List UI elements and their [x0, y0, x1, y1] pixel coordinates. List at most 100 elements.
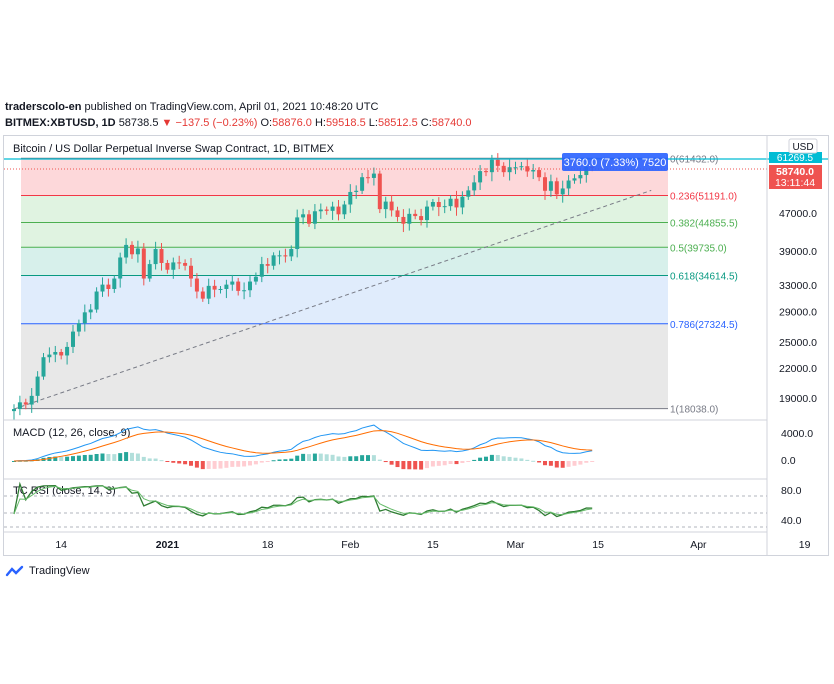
- candle-body: [389, 201, 394, 211]
- time-tick: 14: [55, 539, 67, 551]
- close-value: 58740.0: [431, 117, 472, 129]
- candle-body: [271, 255, 276, 266]
- macd-bar: [478, 457, 483, 461]
- macd-bar: [519, 458, 524, 461]
- candle-body: [112, 278, 117, 289]
- macd-bar: [236, 461, 241, 467]
- price-tick: 22000.0: [779, 363, 817, 375]
- macd-bar: [65, 456, 70, 461]
- candle-body: [183, 262, 188, 266]
- publish-line: traderscolo-en published on TradingView.…: [5, 101, 378, 113]
- candle-body: [12, 409, 16, 412]
- candle-body: [460, 196, 465, 208]
- macd-bar: [419, 461, 424, 470]
- candle-body: [442, 206, 447, 208]
- measure-label: 3760.0 (7.33%) 7520: [564, 157, 667, 169]
- candle-body: [566, 180, 571, 189]
- candle-body: [342, 204, 347, 215]
- macd-bar: [537, 461, 542, 463]
- macd-bar: [484, 456, 488, 461]
- last-price-badge-value: 58740.0: [776, 166, 814, 178]
- candle-body: [65, 346, 70, 356]
- fib-zone-0.618: [21, 275, 668, 324]
- macd-bar: [572, 461, 577, 466]
- macd-bar: [259, 461, 264, 463]
- macd-bar: [360, 455, 365, 461]
- macd-bar: [507, 456, 512, 461]
- time-axis[interactable]: 14 2021 18 Feb 15 Mar 15 Apr 19: [55, 539, 810, 551]
- candle-body: [47, 354, 52, 358]
- macd-bar: [436, 461, 441, 466]
- candle-body: [82, 312, 87, 324]
- close-label: C:: [420, 117, 432, 129]
- publish-info: published on TradingView.com, April 01, …: [81, 101, 379, 113]
- candle-body: [466, 190, 471, 197]
- macd-bar: [466, 461, 471, 462]
- candle-body: [495, 159, 500, 166]
- price-axis[interactable]: 19000.0 22000.0 25000.0 29000.0 33000.0 39000…: [779, 208, 817, 405]
- macd-bar: [159, 460, 164, 462]
- macd-bar: [525, 459, 530, 461]
- candle-body: [265, 264, 270, 266]
- macd-bar: [548, 461, 553, 466]
- macd-bar: [472, 459, 477, 461]
- macd-bar: [82, 454, 87, 461]
- macd-bar: [389, 461, 394, 465]
- macd-bar: [307, 454, 311, 461]
- candle-body: [242, 290, 247, 292]
- macd-signal-line: [13, 430, 593, 462]
- macd-bar: [301, 453, 306, 461]
- candle-body: [76, 323, 81, 332]
- macd-bar: [253, 461, 258, 465]
- ohlc-line: BITMEX:XBTUSD, 1D 58738.5 ▼ −137.5 (−0.2…: [5, 117, 472, 129]
- candle-body: [507, 167, 512, 173]
- macd-bar: [395, 461, 400, 468]
- macd-bar: [76, 455, 81, 461]
- macd-bar: [94, 454, 99, 461]
- macd-bar: [495, 454, 500, 461]
- candle-body: [106, 284, 111, 289]
- candle-body: [360, 177, 365, 191]
- chart-container[interactable]: 0(61432.0) 0.236(51191.0) 0.382(44855.5) 0.…: [3, 135, 831, 556]
- macd-bar: [560, 461, 565, 468]
- tradingview-logo[interactable]: TradingView: [5, 565, 90, 577]
- candle-body: [531, 170, 536, 172]
- macd-bar: [566, 461, 571, 467]
- publisher-name[interactable]: traderscolo-en: [5, 101, 82, 113]
- fib-label-0.382: 0.382(44855.5): [670, 219, 738, 230]
- open-label: O:: [260, 117, 273, 129]
- macd-line: [13, 424, 593, 462]
- macd-bar: [265, 461, 270, 462]
- high-label: H:: [314, 117, 326, 129]
- candle-body: [253, 276, 258, 282]
- fibonacci-zones: [21, 158, 668, 409]
- time-tick: Apr: [690, 539, 707, 551]
- currency-label: USD: [792, 142, 813, 153]
- macd-bar: [318, 453, 323, 461]
- macd-tick-zero: 0.0: [781, 455, 796, 467]
- macd-bar: [171, 461, 176, 463]
- time-tick: 15: [427, 539, 439, 551]
- chart-title: Bitcoin / US Dollar Perpetual Inverse Sw…: [13, 143, 335, 155]
- time-tick: 18: [262, 539, 274, 551]
- macd-bar: [413, 461, 418, 470]
- macd-bar: [183, 461, 188, 465]
- low-label: L:: [368, 117, 378, 129]
- currency-button[interactable]: [788, 138, 818, 154]
- macd-bar: [212, 461, 217, 469]
- trendline[interactable]: [13, 189, 652, 410]
- macd-bar: [366, 455, 370, 461]
- candle-body: [135, 248, 140, 255]
- candle-body: [124, 244, 129, 258]
- price-chart[interactable]: 0(61432.0) 0.236(51191.0) 0.382(44855.5) 0.…: [4, 136, 831, 555]
- macd-bar: [543, 461, 547, 466]
- fibonacci-labels: 0(61432.0) 0.236(51191.0) 0.382(44855.5) 0.…: [670, 154, 738, 415]
- candle-body: [301, 214, 306, 218]
- macd-bar: [430, 461, 435, 467]
- candle-body: [578, 175, 583, 179]
- macd-bar: [130, 452, 134, 461]
- macd-bar: [330, 454, 335, 461]
- candle-body: [35, 376, 40, 396]
- macd-bar: [53, 456, 58, 461]
- macd-bar: [289, 458, 294, 461]
